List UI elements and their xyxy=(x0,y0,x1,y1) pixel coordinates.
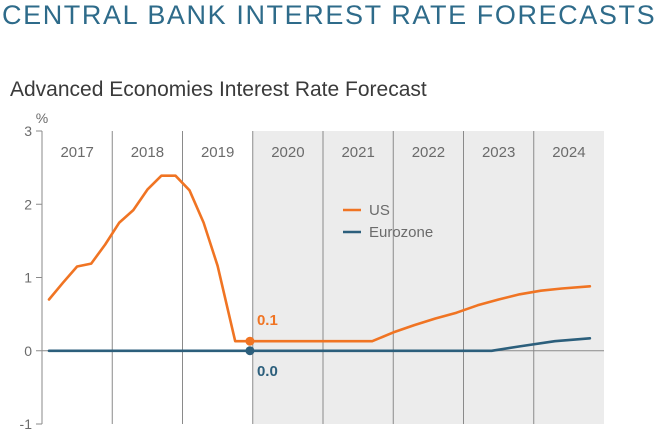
y-tick-label: -1 xyxy=(20,416,33,432)
x-tick-label: 2023 xyxy=(482,144,515,161)
x-tick-label: 2019 xyxy=(201,144,234,161)
x-tick-label: 2020 xyxy=(271,144,304,161)
y-tick-label: 3 xyxy=(24,123,32,139)
y-tick-label: 0 xyxy=(24,343,32,359)
x-tick-label: 2024 xyxy=(552,144,585,161)
page-title: CENTRAL BANK INTEREST RATE FORECASTS xyxy=(2,0,657,30)
forecast-shading xyxy=(252,131,604,424)
data-label-eurozone: 0.0 xyxy=(257,363,278,380)
x-tick-label: 2017 xyxy=(60,144,93,161)
y-tick-label: 2 xyxy=(24,196,32,212)
legend-label-us: US xyxy=(369,202,390,219)
data-point-eurozone xyxy=(245,346,255,356)
y-axis-unit: % xyxy=(36,110,48,126)
chart-title: Advanced Economies Interest Rate Forecas… xyxy=(10,78,427,101)
x-tick-label: 2021 xyxy=(341,144,374,161)
series-line-us xyxy=(47,174,592,343)
series-line-eurozone xyxy=(47,336,592,353)
y-tick-label: 1 xyxy=(24,270,32,286)
x-tick-label: 2022 xyxy=(412,144,445,161)
x-tick-label: 2018 xyxy=(131,144,164,161)
data-label-us: 0.1 xyxy=(257,312,278,329)
data-point-us xyxy=(245,336,255,346)
legend-label-eurozone: Eurozone xyxy=(369,224,433,241)
